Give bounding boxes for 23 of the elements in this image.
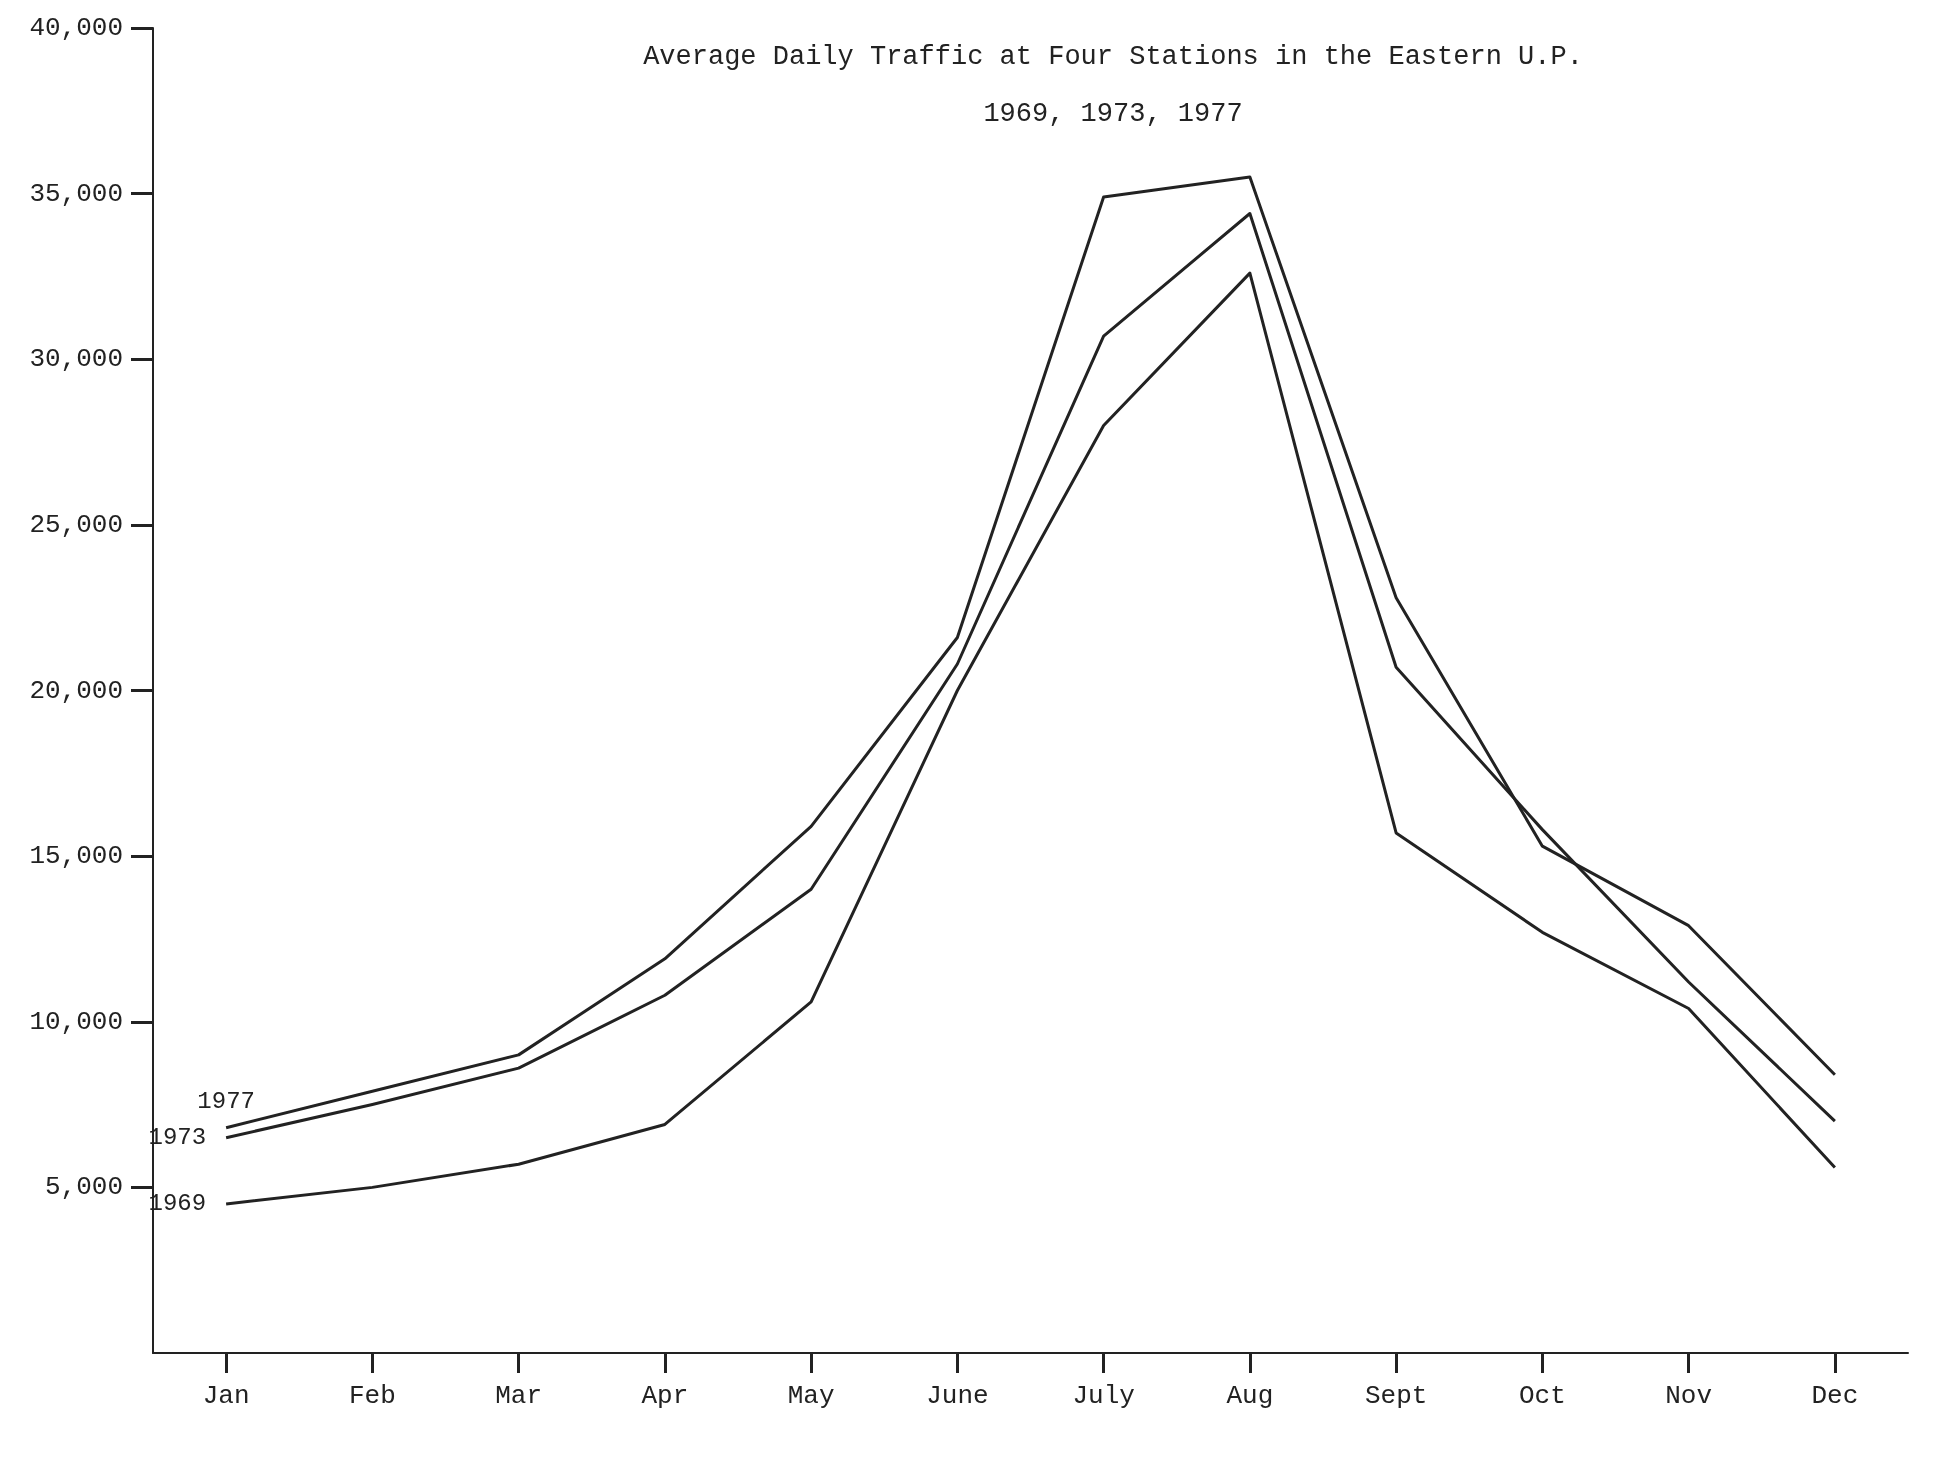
x-tick-label: Dec — [1811, 1381, 1859, 1411]
y-tick-label: 35,000 — [29, 178, 123, 209]
x-tick-label: Feb — [348, 1381, 396, 1411]
x-tick-label: July — [1072, 1381, 1135, 1411]
text: Average Daily Traffic at Four Stations in the Eastern U.P. — [643, 41, 1583, 72]
y-tick-label: 15,000 — [29, 841, 123, 872]
text: 1969, 1973, 1977 — [983, 98, 1243, 129]
x-tick-label: May — [787, 1381, 835, 1411]
y-tick-label: 10,000 — [29, 1006, 123, 1037]
series-label: 1977 — [197, 1088, 255, 1116]
y-tick-label: 30,000 — [29, 344, 123, 375]
x-tick-label: Apr — [641, 1381, 689, 1411]
x-tick-label: June — [926, 1381, 989, 1411]
x-tick-label: Aug — [1226, 1381, 1274, 1411]
x-tick-label: Sept — [1364, 1381, 1428, 1411]
x-tick-label: Nov — [1665, 1381, 1713, 1411]
y-tick-label: 40,000 — [29, 13, 123, 43]
x-tick-label: Jan — [202, 1381, 250, 1411]
y-tick-label: 25,000 — [29, 509, 123, 540]
x-tick-label: Mar — [495, 1381, 543, 1411]
y-tick-label: 20,000 — [29, 675, 123, 706]
x-tick-label: Oct — [1518, 1381, 1566, 1411]
y-tick-label: 5,000 — [44, 1172, 123, 1203]
